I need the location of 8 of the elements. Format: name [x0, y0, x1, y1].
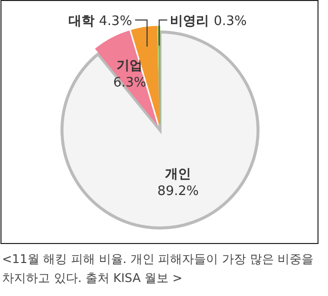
slice-label: 개인 [165, 166, 192, 182]
slice-label: 기업 [116, 58, 143, 74]
slice-label: 비영리 [170, 14, 214, 29]
data-label: 4.3% [99, 14, 132, 29]
slice-label: 대학 [68, 14, 100, 29]
text: <11월 해킹 피해 비율. 개인 피해자들이 가장 많은 비중을 차지하고 있다. 출처 KISA 월보 > [2, 251, 315, 287]
data-label: 89.2% [157, 184, 199, 199]
data-label: 0.3% [214, 14, 247, 29]
